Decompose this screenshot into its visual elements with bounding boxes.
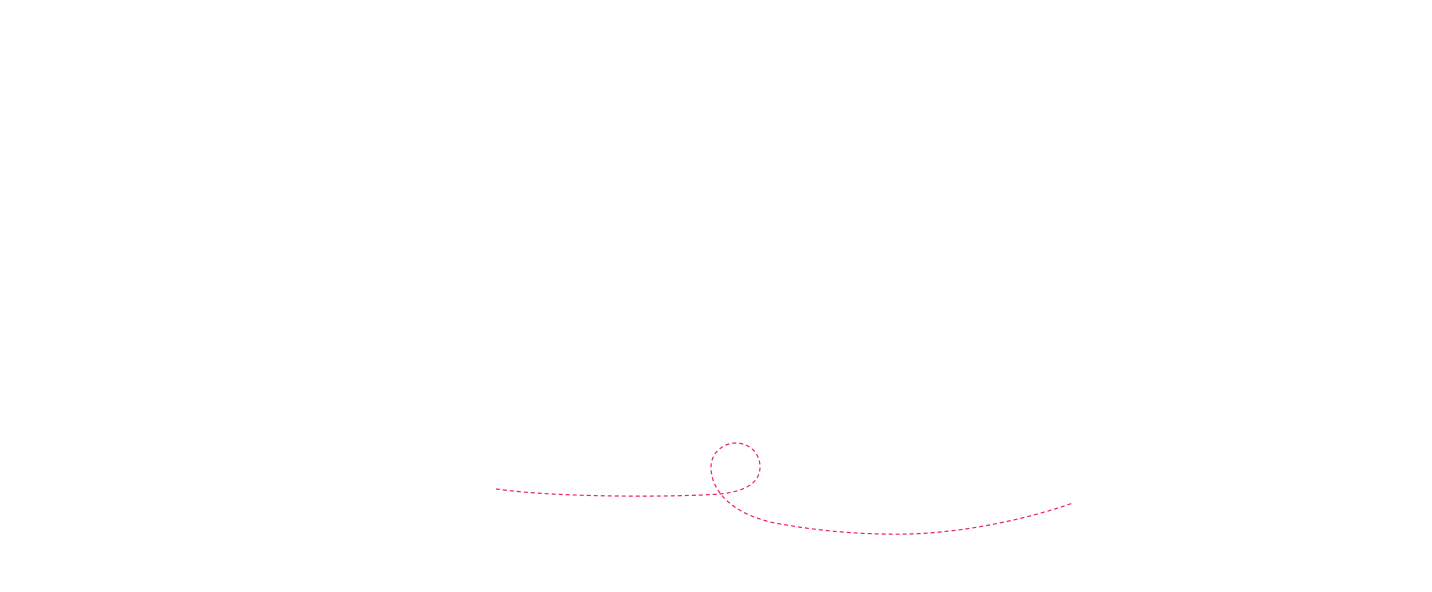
dashed-curve — [495, 442, 1074, 535]
